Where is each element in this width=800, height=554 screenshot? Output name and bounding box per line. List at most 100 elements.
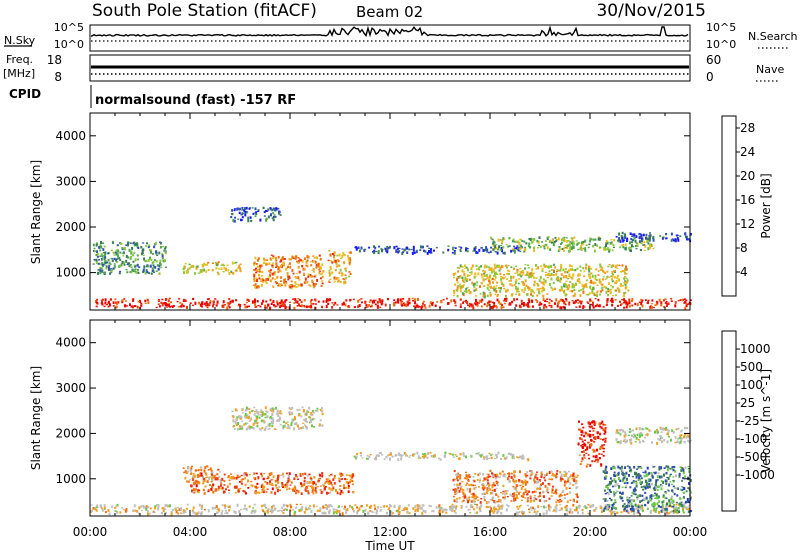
power-echo-cell — [524, 274, 527, 277]
velocity-echo-cell — [654, 489, 656, 491]
power-echo-cell — [312, 268, 315, 271]
power-echo-cell — [474, 275, 477, 278]
velocity-echo-cell — [474, 497, 477, 500]
velocity-echo-cell — [300, 482, 303, 485]
velocity-echo-cell — [369, 506, 372, 509]
power-echo-cell — [161, 298, 164, 301]
power-echo-cell — [536, 294, 539, 297]
power-echo-cell — [563, 290, 566, 294]
velocity-echo-cell — [228, 509, 231, 512]
power-echo-cell — [538, 279, 541, 282]
power-echo-cell — [426, 251, 429, 255]
velocity-echo-cell — [668, 499, 671, 503]
power-echo-cell — [492, 281, 494, 284]
power-echo-cell — [611, 271, 614, 274]
power-echo-cell — [655, 303, 658, 306]
velocity-echo-cell — [637, 510, 640, 513]
power-echo-cell — [274, 278, 277, 281]
power-echo-cell — [480, 300, 483, 303]
velocity-echo-cell — [622, 504, 624, 508]
velocity-echo-cell — [269, 480, 271, 483]
power-echo-cell — [238, 303, 240, 305]
power-echo-cell — [599, 246, 602, 248]
velocity-echo-cell — [482, 483, 485, 486]
power-echo-cell — [555, 298, 558, 302]
velocity-echo-cell — [274, 479, 277, 483]
velocity-echo-cell — [265, 507, 267, 509]
velocity-echo-cell — [604, 499, 607, 502]
velocity-echo-cell — [397, 458, 400, 461]
power-echo-cell — [516, 245, 519, 248]
power-echo-cell — [581, 283, 584, 288]
power-echo-cell — [125, 300, 127, 302]
velocity-echo-cell — [558, 509, 561, 512]
power-echo-cell — [513, 240, 516, 243]
power-echo-cell — [424, 250, 427, 253]
velocity-echo-cell — [491, 472, 493, 475]
velocity-echo-cell — [604, 492, 607, 495]
power-echo-cell — [287, 265, 289, 268]
power-echo-cell — [331, 253, 334, 255]
velocity-echo-cell — [305, 427, 308, 430]
velocity-echo-cell — [217, 488, 220, 491]
velocity-echo-cell — [416, 504, 419, 507]
power-echo-cell — [531, 273, 534, 277]
power-echo-cell — [119, 270, 122, 273]
velocity-echo-cell — [529, 506, 532, 510]
velocity-echo-cell — [240, 482, 243, 485]
velocity-echo-cell — [210, 469, 213, 473]
velocity-echo-cell — [543, 499, 546, 503]
power-echo-cell — [632, 239, 634, 242]
power-echo-cell — [556, 269, 559, 271]
power-echo-cell — [95, 301, 98, 304]
velocity-echo-cell — [627, 503, 630, 505]
velocity-echo-cell — [311, 489, 314, 492]
velocity-echo-cell — [524, 488, 527, 491]
velocity-echo-cell — [244, 483, 247, 487]
velocity-echo-cell — [626, 465, 629, 467]
power-echo-cell — [625, 265, 627, 269]
power-echo-cell — [560, 306, 563, 310]
velocity-echo-cell — [520, 457, 523, 460]
power-echo-cell — [285, 299, 288, 301]
velocity-echo-cell — [676, 487, 679, 490]
velocity-echo-cell — [521, 512, 524, 514]
power-echo-cell — [542, 298, 545, 301]
velocity-echo-cell — [327, 492, 330, 494]
velocity-echo-cell — [495, 475, 498, 478]
power-echo-cell — [307, 273, 310, 276]
velocity-echo-cell — [495, 488, 498, 490]
velocity-echo-cell — [260, 409, 263, 412]
power-echo-cell — [423, 249, 426, 252]
velocity-echo-cell — [318, 478, 321, 480]
velocity-echo-cell — [331, 505, 333, 508]
velocity-echo-cell — [624, 507, 626, 511]
power-echo-cell — [288, 284, 291, 288]
velocity-echo-marks — [90, 406, 692, 516]
power-echo-cell — [214, 298, 217, 300]
velocity-echo-cell — [476, 496, 479, 498]
velocity-echo-cell — [687, 500, 690, 503]
velocity-echo-cell — [502, 493, 505, 495]
velocity-echo-cell — [583, 442, 586, 445]
velocity-echo-cell — [408, 512, 411, 515]
velocity-echo-cell — [328, 510, 331, 514]
power-echo-cell — [527, 266, 530, 269]
power-echo-cell — [597, 298, 600, 302]
velocity-echo-cell — [268, 427, 271, 430]
velocity-echo-cell — [480, 504, 483, 507]
power-echo-cell — [595, 268, 598, 271]
velocity-echo-cell — [324, 487, 326, 490]
velocity-echo-cell — [304, 413, 307, 415]
power-echo-cell — [462, 270, 465, 273]
power-echo-cell — [184, 300, 187, 303]
power-echo-cell — [625, 305, 628, 309]
power-echo-cell — [659, 235, 662, 237]
velocity-echo-cell — [639, 474, 642, 478]
power-echo-cell — [571, 290, 574, 293]
velocity-echo-cell — [568, 510, 571, 514]
power-echo-cell — [606, 301, 609, 303]
power-echo-cell — [434, 304, 437, 307]
power-echo-cell — [563, 239, 566, 243]
velocity-echo-cell — [592, 448, 595, 451]
